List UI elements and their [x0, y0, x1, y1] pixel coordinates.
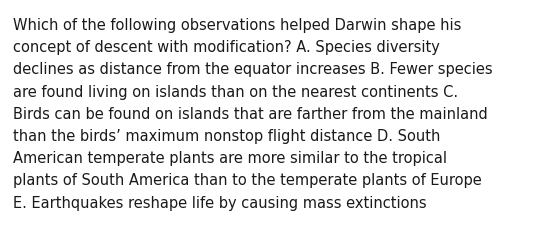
- Text: American temperate plants are more similar to the tropical: American temperate plants are more simil…: [13, 150, 447, 166]
- Text: concept of descent with modification? A. Species diversity: concept of descent with modification? A.…: [13, 40, 440, 55]
- Text: E. Earthquakes reshape life by causing mass extinctions: E. Earthquakes reshape life by causing m…: [13, 195, 427, 210]
- Text: Which of the following observations helped Darwin shape his: Which of the following observations help…: [13, 18, 461, 33]
- Text: than the birds’ maximum nonstop flight distance D. South: than the birds’ maximum nonstop flight d…: [13, 128, 440, 143]
- Text: Birds can be found on islands that are farther from the mainland: Birds can be found on islands that are f…: [13, 106, 488, 121]
- Text: declines as distance from the equator increases B. Fewer species: declines as distance from the equator in…: [13, 62, 493, 77]
- Text: are found living on islands than on the nearest continents C.: are found living on islands than on the …: [13, 84, 458, 99]
- Text: plants of South America than to the temperate plants of Europe: plants of South America than to the temp…: [13, 173, 482, 188]
